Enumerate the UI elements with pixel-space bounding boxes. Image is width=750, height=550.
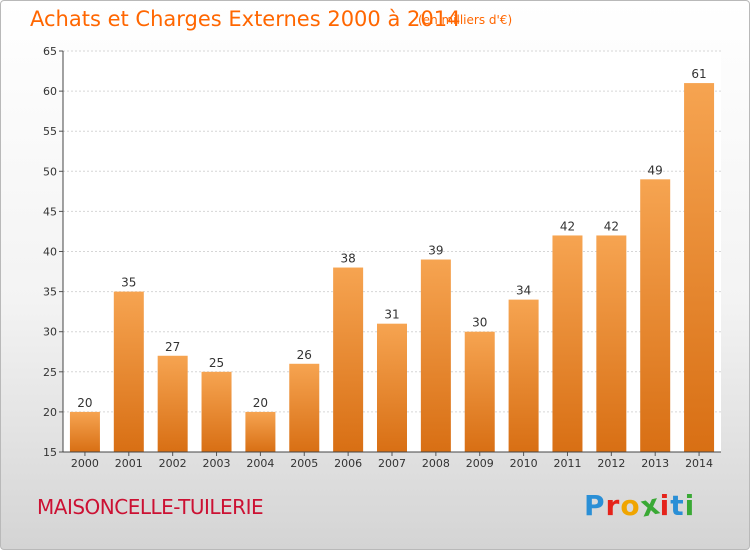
y-tick-label: 55 <box>43 125 57 138</box>
value-label: 49 <box>648 163 663 177</box>
logo-letter: i <box>684 489 696 522</box>
value-label: 20 <box>253 396 268 410</box>
commune-name: MAISONCELLE-TUILERIE <box>37 495 264 519</box>
x-tick-label: 2001 <box>115 457 143 470</box>
value-label: 30 <box>472 316 487 330</box>
bar-2011 <box>552 235 583 452</box>
x-tick-label: 2000 <box>71 457 99 470</box>
value-label: 61 <box>691 67 706 81</box>
x-tick-label: 2007 <box>378 457 406 470</box>
bar-2014 <box>684 83 715 452</box>
y-tick-label: 25 <box>43 366 57 379</box>
chart-title: Achats et Charges Externes 2000 à 2014 <box>30 7 461 31</box>
y-tick-label: 45 <box>43 205 57 218</box>
value-label: 20 <box>77 396 92 410</box>
x-tick-label: 2003 <box>203 457 231 470</box>
logo-letter: o <box>620 489 641 522</box>
value-label: 31 <box>384 308 399 322</box>
y-tick-label: 30 <box>43 326 57 339</box>
value-label: 42 <box>604 219 619 233</box>
bar-2009 <box>464 331 495 452</box>
bar-2005 <box>289 363 320 452</box>
y-tick-label: 50 <box>43 165 57 178</box>
y-tick-label: 40 <box>43 246 57 259</box>
x-tick-label: 2002 <box>159 457 187 470</box>
bar-2012 <box>596 235 627 452</box>
y-tick-label: 15 <box>43 446 57 459</box>
bar-2013 <box>640 179 671 452</box>
logo-letter: r <box>605 489 621 522</box>
x-tick-label: 2005 <box>290 457 318 470</box>
value-label: 34 <box>516 284 531 298</box>
x-tick-label: 2011 <box>553 457 581 470</box>
x-tick-label: 2010 <box>510 457 538 470</box>
x-tick-label: 2006 <box>334 457 362 470</box>
y-tick-label: 35 <box>43 286 57 299</box>
x-tick-label: 2012 <box>597 457 625 470</box>
x-tick-label: 2009 <box>466 457 494 470</box>
x-tick-label: 2014 <box>685 457 713 470</box>
value-label: 27 <box>165 340 180 354</box>
y-tick-label: 20 <box>43 406 57 419</box>
logo-letter: P <box>584 489 606 522</box>
value-label: 26 <box>297 348 312 362</box>
bar-2000 <box>69 411 100 452</box>
bar-2003 <box>201 371 232 452</box>
value-label: 35 <box>121 276 136 290</box>
x-tick-label: 2004 <box>246 457 274 470</box>
bar-2002 <box>157 355 188 452</box>
logo-letter: t <box>670 489 685 522</box>
y-tick-label: 60 <box>43 85 57 98</box>
value-label: 42 <box>560 219 575 233</box>
x-tick-label: 2008 <box>422 457 450 470</box>
value-label: 25 <box>209 356 224 370</box>
value-label: 39 <box>428 244 443 258</box>
bar-2010 <box>508 299 539 452</box>
x-tick-label: 2013 <box>641 457 669 470</box>
bar-2006 <box>333 267 364 452</box>
value-label: 38 <box>340 252 355 266</box>
bar-2007 <box>377 323 407 452</box>
bar-2008 <box>420 259 451 452</box>
y-tick-label: 65 <box>43 45 57 58</box>
chart-subtitle: (en milliers d'€) <box>418 13 513 27</box>
proxiti-logo: Proxiti <box>584 487 696 523</box>
logo-letter: i <box>659 489 671 522</box>
bar-2001 <box>113 291 144 452</box>
bar-2004 <box>245 411 276 452</box>
